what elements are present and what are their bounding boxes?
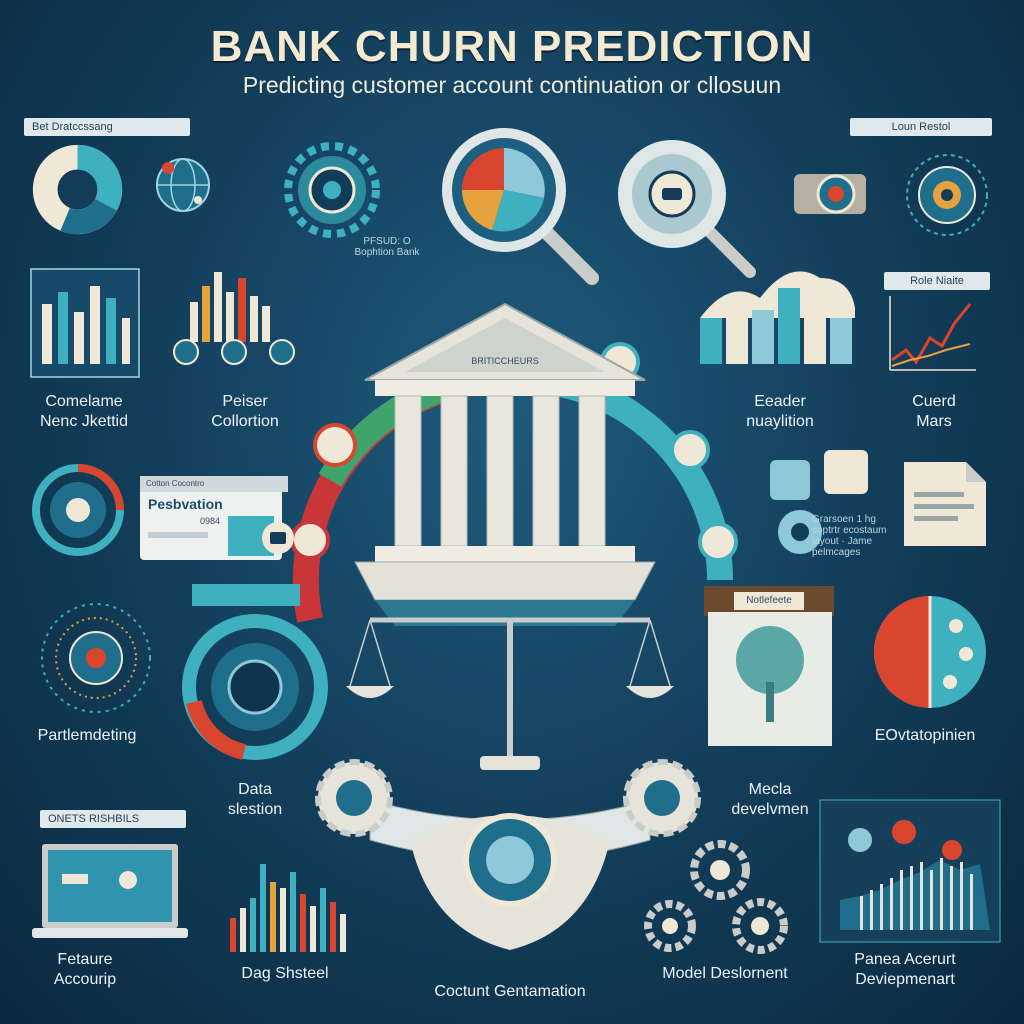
lens-icon <box>794 174 866 214</box>
profile-card-line <box>148 532 208 538</box>
tag-top-left: Bet Dratccssang <box>24 118 190 136</box>
profile-card: Cotton Cocontro Pesbvation 0984 <box>140 476 288 560</box>
keyboard-panel <box>192 584 300 606</box>
label-parti-tracking: Partlemdeting <box>37 727 137 744</box>
tree-card-icon <box>708 612 832 746</box>
bank-pediment-text: BRITICCHEURS <box>471 356 539 366</box>
scanner-icon <box>262 522 294 554</box>
label-cuerd-mars: Cuerd Mars <box>912 393 956 430</box>
balance-scale-icon <box>346 617 674 770</box>
magnifier-pie-icon <box>442 128 599 285</box>
laptop-icon <box>32 844 188 938</box>
target-icon <box>906 154 988 236</box>
label-model-deployment: Model Deslornent <box>662 965 788 982</box>
gear-belt-emblem-icon <box>315 759 701 950</box>
area-bar-chart-icon <box>700 271 855 364</box>
profile-card-title: Pesbvation <box>148 496 223 512</box>
pie-chart-icon <box>874 596 986 708</box>
label-meta-development: Mecla develvmen <box>731 781 809 818</box>
center-caption: PFSUD: O Bophtion Bank <box>354 236 420 258</box>
tag-right-chart: Role Niaite <box>884 272 990 290</box>
label-panel-account: Panea Acerurt Deviepmenart <box>854 951 956 988</box>
line-chart-panel <box>889 296 976 371</box>
bottom-bar-chart-icon <box>230 864 346 952</box>
document-icon <box>904 462 986 546</box>
label-customer-network: Comelame Nenc Jkettid <box>39 393 129 430</box>
gears-cluster-icon <box>644 840 788 954</box>
notice-board-label: Notlefeete <box>734 592 804 610</box>
label-reader-navigation: Eeader nuaylition <box>746 393 814 430</box>
label-data-selection: Data slestion <box>227 781 283 818</box>
label-evaluation: EOvtatopinien <box>874 727 976 744</box>
label-data-shelted: Dag Shsteel <box>241 965 329 982</box>
profile-card-code: 0984 <box>200 516 221 526</box>
profile-card-header: Cotton Cocontro <box>140 476 288 492</box>
bar-chart-panel <box>30 268 140 378</box>
puzzle-gears-icon <box>770 450 868 554</box>
histogram-panel-icon <box>819 799 1001 943</box>
segmented-dial-icon <box>182 614 328 760</box>
page-subtitle: Predicting customer account continuation… <box>242 72 782 98</box>
label-feature-accounting: Fetaure Accourip <box>53 951 117 988</box>
label-contact-orientation: Coctunt Gentamation <box>434 983 586 1000</box>
donut-chart-icon <box>32 144 123 235</box>
globe-icon <box>156 158 210 212</box>
radial-network-icon <box>41 603 151 713</box>
gears-description: Grarsoen 1 hg coptrtr ecostaum layout · … <box>812 514 887 558</box>
ring-dial-icon <box>32 464 124 556</box>
label-paper-collection: Peiser Collortion <box>211 393 279 430</box>
page-title: BANK CHURN PREDICTION <box>210 22 814 71</box>
column-gauge-panel <box>173 272 295 365</box>
gear-icon <box>284 142 380 238</box>
notice-board-top: Notlefeete <box>704 586 834 616</box>
bank-building-icon <box>354 302 656 626</box>
magnifier-dial-icon <box>618 140 756 278</box>
tag-top-right: Loun Restol <box>850 118 992 136</box>
tag-laptop: ONETS RISHBILS <box>40 810 186 828</box>
